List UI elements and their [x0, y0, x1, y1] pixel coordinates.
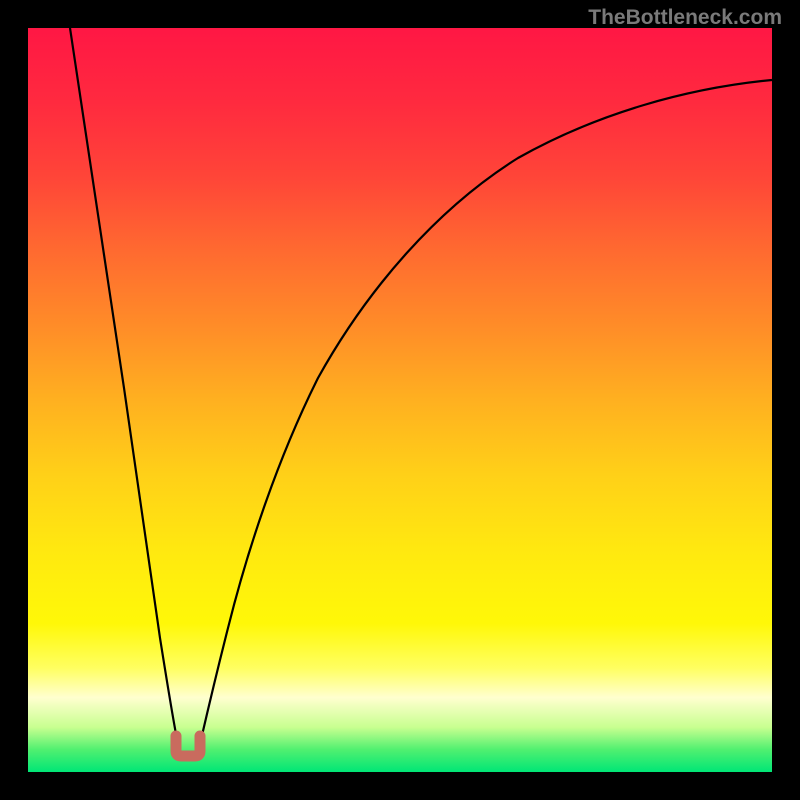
- bottleneck-curve: [28, 28, 772, 772]
- chart-area: [28, 28, 772, 772]
- watermark-text: TheBottleneck.com: [588, 6, 782, 30]
- valley-marker-icon: [176, 736, 200, 756]
- curve-left-segment: [70, 28, 178, 744]
- curve-right-segment: [200, 80, 772, 744]
- watermark-label: TheBottleneck.com: [588, 6, 782, 29]
